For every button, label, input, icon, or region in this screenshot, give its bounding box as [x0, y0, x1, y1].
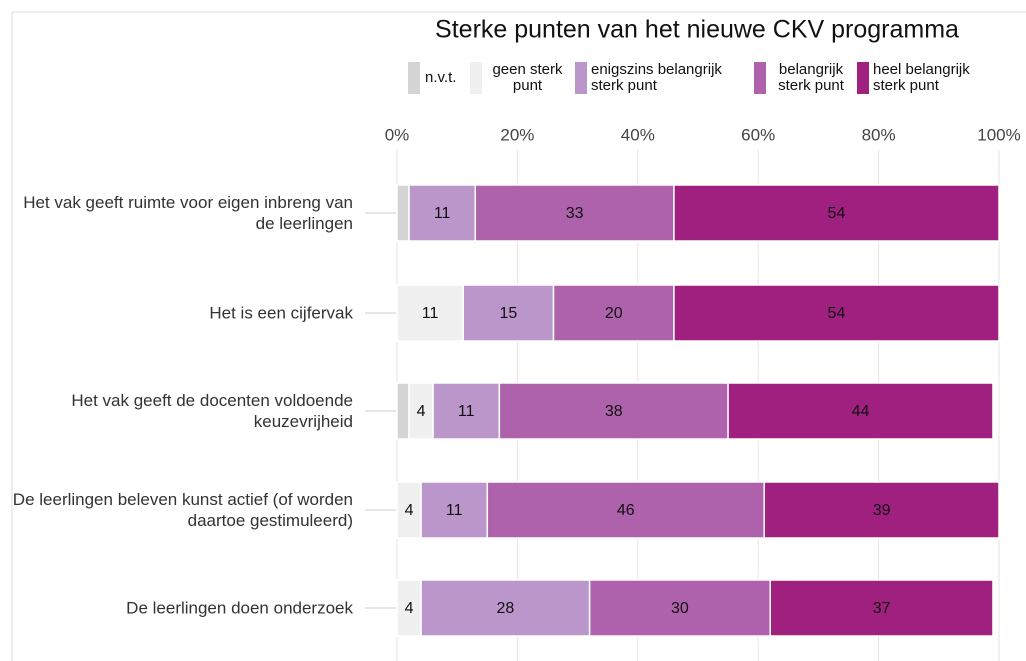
- data-label: 30: [671, 600, 689, 617]
- bar-segment: [420, 481, 489, 539]
- bar-segment: [769, 579, 994, 637]
- bar-segment: [396, 382, 410, 440]
- bar-segment: [462, 284, 555, 342]
- bar-segment: [763, 481, 1000, 539]
- bar-segment: [498, 382, 729, 440]
- legend-label: heel belangrijk sterk punt: [873, 61, 970, 94]
- data-label: 39: [873, 502, 891, 519]
- bar-segment: [727, 382, 994, 440]
- data-label: 54: [828, 205, 846, 222]
- data-label: 11: [458, 403, 475, 420]
- legend-swatch: [754, 62, 766, 94]
- bar-segment: [486, 481, 765, 539]
- data-label: 4: [417, 403, 426, 420]
- x-tick-label: 60%: [741, 125, 775, 144]
- chart-title: Sterke punten van het nieuwe CKV program…: [435, 16, 959, 44]
- legend-label: belangrijk sterk punt: [778, 61, 844, 94]
- y-tick-label: Het is een cijfervak: [209, 303, 353, 323]
- bar-segment: [673, 284, 1000, 342]
- legend-swatch: [470, 62, 482, 94]
- x-tick-label: 100%: [977, 125, 1020, 144]
- data-label: 38: [605, 403, 623, 420]
- y-tick-label: De leerlingen doen onderzoek: [126, 598, 353, 618]
- bar-segment: [396, 184, 410, 242]
- bar-segment: [474, 184, 675, 242]
- y-tick-label: De leerlingen beleven kunst actief (of w…: [12, 490, 353, 530]
- data-label: 4: [405, 600, 414, 617]
- y-tick-label: Het vak geeft de docenten voldoende keuz…: [71, 391, 353, 431]
- legend-label: enigszins belangrijk sterk punt: [591, 61, 722, 94]
- legend-swatch: [575, 62, 587, 94]
- data-label: 44: [852, 403, 870, 420]
- data-label: 37: [873, 600, 891, 617]
- data-label: 46: [617, 502, 635, 519]
- data-label: 4: [405, 502, 414, 519]
- data-label: 15: [499, 305, 517, 322]
- x-tick-label: 40%: [621, 125, 655, 144]
- bar-segment: [420, 579, 591, 637]
- bar-segment: [673, 184, 1000, 242]
- legend-label: geen sterk punt: [492, 61, 563, 94]
- bar-segment: [552, 284, 675, 342]
- bar-segment: [396, 284, 464, 342]
- data-label: 54: [828, 305, 846, 322]
- data-label: 28: [496, 600, 514, 617]
- legend-swatch: [408, 62, 420, 94]
- data-label: 33: [566, 205, 584, 222]
- data-label: 11: [446, 502, 463, 519]
- x-tick-label: 20%: [500, 125, 534, 144]
- data-label: 11: [434, 205, 451, 222]
- data-label: 11: [422, 305, 439, 322]
- x-tick-label: 0%: [385, 125, 410, 144]
- bar-segment: [432, 382, 501, 440]
- x-tick-label: 80%: [862, 125, 896, 144]
- y-tick-label: Het vak geeft ruimte voor eigen inbreng …: [23, 193, 353, 233]
- legend-label: n.v.t.: [425, 69, 457, 86]
- bar-segment: [396, 579, 422, 637]
- legend-swatch: [857, 62, 869, 94]
- bar-segment: [588, 579, 771, 637]
- data-label: 20: [605, 305, 623, 322]
